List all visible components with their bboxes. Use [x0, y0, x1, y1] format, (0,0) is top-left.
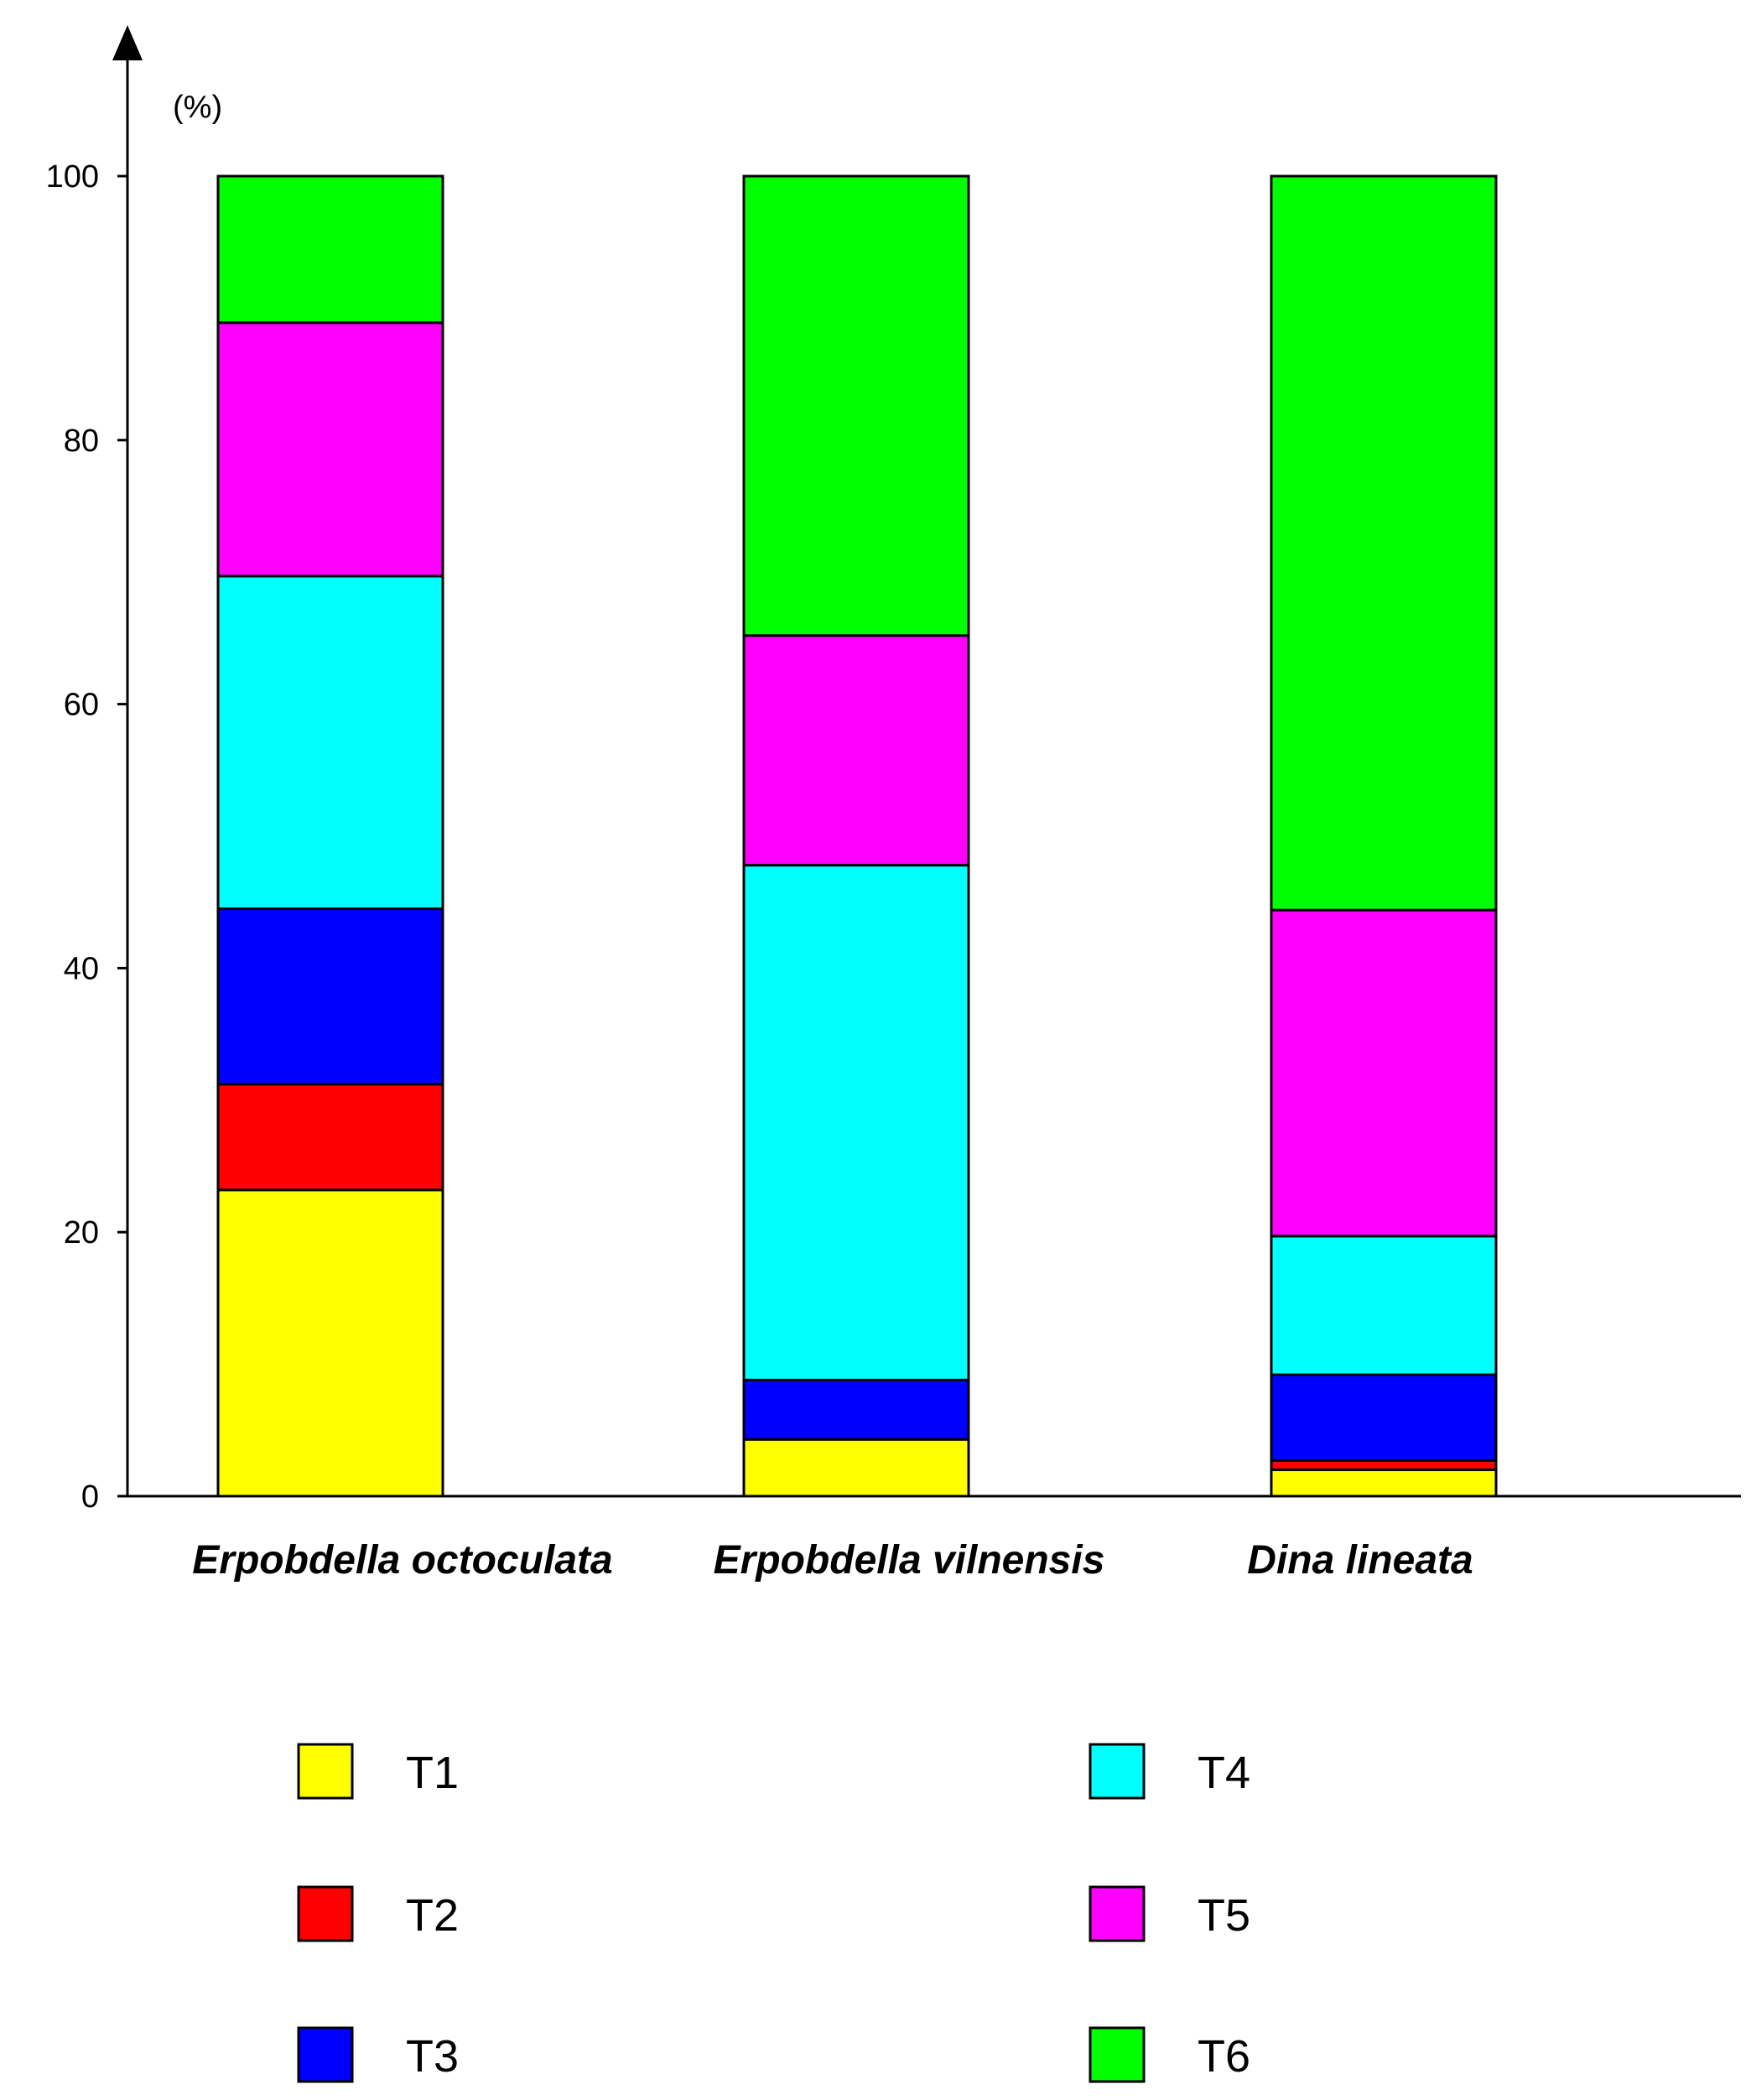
legend-swatch-t1 [297, 1743, 354, 1800]
legend: T1 T2 T3 T4 T5 T6 [297, 1743, 1250, 2083]
bar-segment-t6 [742, 174, 970, 637]
bar-segment-t5 [1270, 908, 1498, 1238]
legend-swatch-t4 [1089, 1743, 1146, 1800]
y-tick-label: 100 [46, 159, 99, 195]
bar-segment-t4 [1270, 1235, 1498, 1376]
legend-label-t4: T4 [1198, 1748, 1250, 1798]
bars-group [216, 174, 1498, 1498]
y-tick-label: 0 [81, 1479, 99, 1515]
legend-label-t3: T3 [406, 2031, 459, 2082]
bar-segment-t1 [742, 1437, 970, 1498]
bar-segment-t5 [742, 634, 970, 867]
bar-segment-t3 [216, 907, 444, 1086]
bar-segment-t3 [742, 1378, 970, 1441]
bar-segment-t4 [216, 574, 444, 911]
bar-segment-t3 [1270, 1373, 1498, 1463]
x-category-label: Erpobdella octoculata [192, 1538, 612, 1583]
x-category-label: Dina lineata [1247, 1538, 1473, 1583]
legend-swatch-t6 [1089, 2026, 1146, 2083]
legend-swatch-t2 [297, 1885, 354, 1942]
category-labels-group: Erpobdella octoculata Erpobdella vilnensi… [192, 1538, 1473, 1583]
x-category-label: Erpobdella vilnensis [714, 1538, 1105, 1583]
bar-segment-t4 [742, 864, 970, 1381]
legend-label-t2: T2 [406, 1890, 459, 1941]
y-tick-label: 40 [64, 951, 99, 986]
bar-segment-t1 [1270, 1468, 1498, 1498]
y-ticks-group: 0 20 40 60 80 100 [46, 159, 127, 1515]
legend-label-t6: T6 [1198, 2031, 1250, 2082]
y-axis-arrow-icon [112, 25, 143, 60]
legend-swatch-t5 [1089, 1885, 1146, 1942]
legend-label-t5: T5 [1198, 1890, 1250, 1941]
y-tick-label: 20 [64, 1215, 99, 1250]
bar-segment-t2 [1270, 1459, 1498, 1472]
bar-segment-t1 [216, 1188, 444, 1498]
bar-segment-t2 [216, 1083, 444, 1192]
legend-swatch-t3 [297, 2026, 354, 2083]
y-tick-label: 80 [64, 424, 99, 459]
y-tick-label: 60 [64, 688, 99, 723]
y-axis-unit-label: (%) [173, 90, 222, 125]
bar-segment-t6 [1270, 174, 1498, 912]
bar-segment-t5 [216, 321, 444, 578]
legend-label-t1: T1 [406, 1748, 459, 1798]
bar-segment-t6 [216, 174, 444, 325]
